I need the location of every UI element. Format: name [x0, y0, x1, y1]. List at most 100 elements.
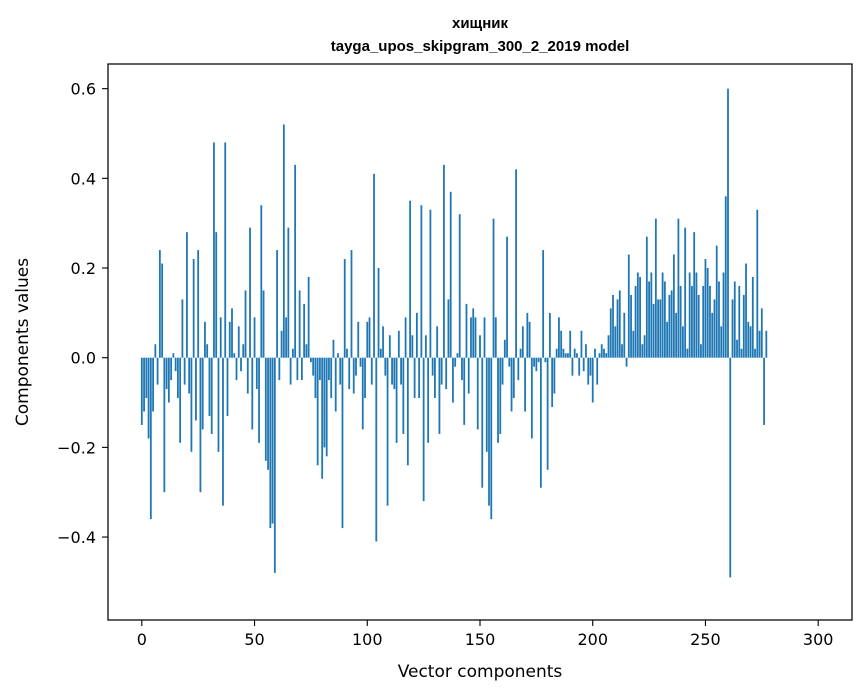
- bar-172: [528, 321, 531, 358]
- bar-18: [181, 299, 184, 358]
- bar-70: [298, 290, 301, 358]
- bar-20: [186, 232, 188, 358]
- bar-143: [463, 357, 466, 425]
- plot-frame: [107, 63, 853, 621]
- bar-86: [334, 357, 337, 412]
- bar-160: [501, 357, 504, 385]
- bar-28: [204, 321, 206, 358]
- bar-159: [499, 357, 502, 434]
- bar-189: [567, 353, 569, 358]
- bar-252: [709, 285, 711, 358]
- bar-269: [747, 321, 750, 358]
- bar-267: [742, 294, 745, 358]
- bar-75: [310, 357, 312, 363]
- bar-247: [697, 294, 700, 358]
- bar-71: [300, 357, 303, 381]
- bar-258: [722, 272, 725, 358]
- bar-11: [165, 357, 168, 390]
- bar-165: [512, 357, 515, 399]
- bar-137: [449, 191, 452, 358]
- bar-66: [289, 357, 292, 385]
- bar-194: [578, 357, 581, 376]
- bar-177: [539, 357, 542, 488]
- bar-155: [490, 357, 493, 520]
- bar-44: [240, 357, 242, 372]
- bars-group: [140, 88, 768, 578]
- bar-230: [659, 299, 662, 358]
- bar-15: [174, 357, 177, 372]
- bar-133: [440, 357, 443, 385]
- bar-259: [724, 196, 727, 358]
- bar-168: [519, 348, 522, 358]
- bar-219: [634, 285, 637, 358]
- bar-257: [720, 326, 723, 358]
- bar-239: [679, 285, 682, 358]
- bar-200: [591, 357, 594, 403]
- bar-262: [731, 299, 734, 358]
- bar-207: [607, 335, 610, 358]
- bar-14: [172, 353, 175, 358]
- bar-188: [564, 353, 567, 358]
- bar-223: [643, 335, 646, 358]
- bar-245: [693, 232, 696, 358]
- bar-5: [152, 357, 154, 412]
- bar-17: [179, 357, 182, 443]
- bar-129: [431, 357, 434, 376]
- y-tick-label: 0.0: [71, 349, 96, 368]
- bar-116: [402, 357, 405, 434]
- bar-154: [488, 357, 490, 506]
- bar-9: [161, 263, 164, 358]
- bar-229: [657, 299, 660, 358]
- bar-82: [325, 357, 328, 457]
- bar-195: [580, 330, 583, 358]
- bar-125: [422, 357, 425, 502]
- bar-85: [332, 339, 335, 358]
- bar-64: [285, 317, 288, 358]
- bar-246: [695, 272, 698, 358]
- bar-264: [736, 339, 738, 358]
- bar-78: [316, 357, 319, 466]
- bar-218: [632, 330, 635, 358]
- bar-54: [262, 290, 265, 358]
- bar-27: [201, 357, 204, 430]
- y-tick-label: 0.6: [71, 80, 96, 99]
- bar-235: [670, 290, 673, 358]
- bar-201: [594, 348, 596, 358]
- bar-217: [630, 294, 632, 358]
- bar-100: [366, 321, 369, 358]
- bar-202: [596, 357, 599, 385]
- bar-49: [251, 357, 254, 430]
- bar-59: [273, 357, 276, 573]
- bar-124: [420, 205, 423, 358]
- bar-180: [546, 357, 549, 470]
- bar-77: [314, 357, 317, 399]
- bar-141: [458, 214, 461, 358]
- bar-248: [700, 344, 702, 358]
- bar-53: [260, 205, 263, 358]
- bar-50: [253, 317, 256, 358]
- bar-127: [427, 357, 430, 443]
- bar-182: [551, 357, 554, 408]
- bar-123: [418, 357, 421, 399]
- bar-265: [738, 285, 741, 358]
- bar-260: [727, 88, 729, 358]
- bar-255: [715, 245, 718, 358]
- bar-119: [409, 200, 412, 358]
- bar-183: [553, 357, 556, 394]
- bar-115: [400, 357, 402, 385]
- bar-203: [598, 353, 601, 358]
- x-axis-ticks: 0 50 100 150 200 250 300: [137, 620, 833, 649]
- bar-2: [145, 357, 148, 399]
- x-tick-label: 200: [577, 630, 608, 649]
- bar-95: [355, 357, 357, 376]
- bar-169: [521, 326, 524, 358]
- bar-238: [677, 218, 680, 358]
- bar-273: [756, 209, 759, 358]
- bar-232: [663, 281, 666, 358]
- bar-69: [296, 357, 299, 381]
- bar-148: [474, 317, 477, 358]
- bar-130: [434, 357, 436, 399]
- bar-215: [625, 357, 628, 367]
- bar-174: [533, 357, 536, 367]
- bar-128: [429, 209, 432, 358]
